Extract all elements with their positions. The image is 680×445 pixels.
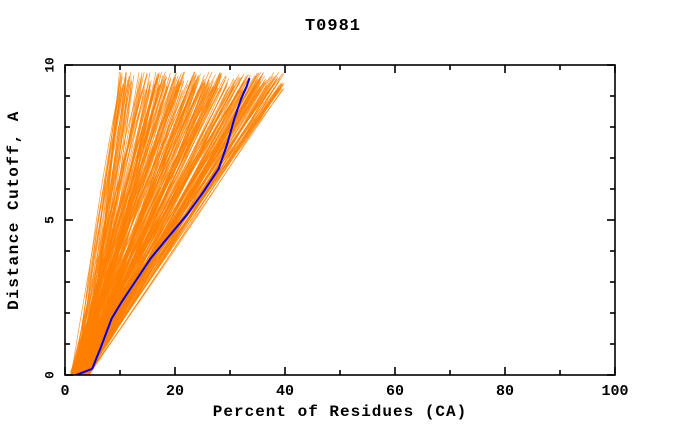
svg-text:80: 80 — [496, 383, 514, 400]
svg-text:20: 20 — [166, 383, 184, 400]
svg-text:100: 100 — [601, 383, 628, 400]
svg-text:0: 0 — [43, 371, 58, 379]
svg-text:40: 40 — [276, 383, 294, 400]
svg-text:60: 60 — [386, 383, 404, 400]
svg-text:0: 0 — [60, 383, 69, 400]
svg-text:10: 10 — [43, 57, 58, 73]
svg-text:5: 5 — [43, 216, 58, 224]
